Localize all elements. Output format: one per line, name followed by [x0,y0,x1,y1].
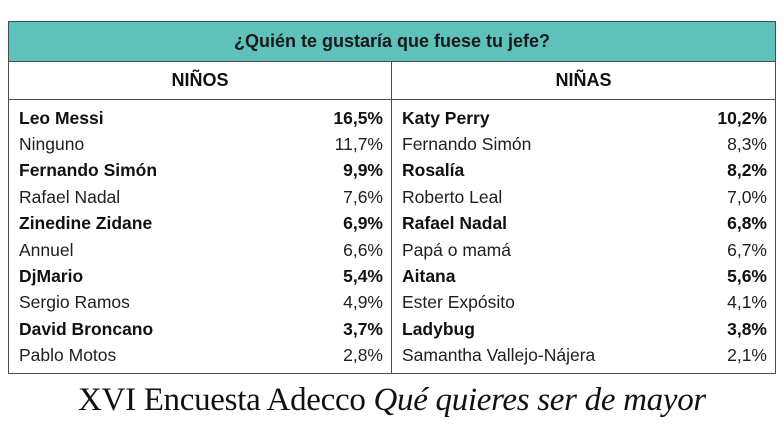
table-row: Leo Messi 16,5% [9,105,391,131]
table-row: Rafael Nadal 6,8% [392,211,775,237]
row-name: Ester Expósito [402,292,515,313]
row-name: Roberto Leal [402,186,503,207]
row-percentage: 5,4% [343,266,383,287]
row-name: Samantha Vallejo-Nájera [402,345,596,366]
row-name: Sergio Ramos [19,292,130,313]
row-name: Fernando Simón [402,134,532,155]
row-percentage: 2,8% [343,345,383,366]
row-percentage: 5,6% [727,266,767,287]
table-title: ¿Quién te gustaría que fuese tu jefe? [9,22,775,62]
row-percentage: 3,8% [727,318,767,339]
table-row: Aitana 5,6% [392,263,775,289]
row-percentage: 10,2% [717,107,767,128]
row-name: Ninguno [19,134,85,155]
row-name: Fernando Simón [19,160,158,181]
caption-regular: XVI Encuesta Adecco [78,382,374,418]
table-row: Ladybug 3,8% [392,316,775,342]
row-name: Katy Perry [402,107,490,128]
row-name: Leo Messi [19,107,104,128]
table-row: Pablo Motos 2,8% [9,343,391,369]
row-name: David Broncano [19,318,154,339]
row-percentage: 11,7% [334,134,383,155]
row-percentage: 8,2% [727,160,767,181]
row-name: Rosalía [402,160,465,181]
table-row: Ninguno 11,7% [9,131,391,157]
table-row: Zinedine Zidane 6,9% [9,211,391,237]
row-percentage: 4,9% [343,292,383,313]
row-percentage: 7,0% [727,186,767,207]
table-row: Fernando Simón 9,9% [9,158,391,184]
column-ninas: NIÑAS Katy Perry 10,2% Fernando Simón 8,3% R… [392,62,775,373]
table-row: Rafael Nadal 7,6% [9,184,391,210]
row-percentage: 6,9% [343,213,383,234]
row-percentage: 6,8% [727,213,767,234]
table-row: Katy Perry 10,2% [392,105,775,131]
table-row: DjMario 5,4% [9,263,391,289]
table-row: Roberto Leal 7,0% [392,184,775,210]
column-header-ninos: NIÑOS [9,62,391,100]
row-name: DjMario [19,266,84,287]
row-percentage: 6,7% [727,239,767,260]
table-row: Rosalía 8,2% [392,158,775,184]
table-row: Annuel 6,6% [9,237,391,263]
row-name: Papá o mamá [402,239,511,260]
table-row: Fernando Simón 8,3% [392,131,775,157]
row-percentage: 6,6% [343,239,383,260]
row-percentage: 16,5% [333,107,383,128]
table-row: David Broncano 3,7% [9,316,391,342]
row-name: Annuel [19,239,74,260]
row-percentage: 9,9% [343,160,383,181]
caption-italic: Qué quieres ser de mayor [373,382,706,418]
row-percentage: 2,1% [727,345,767,366]
table-row: Samantha Vallejo-Nájera 2,1% [392,343,775,369]
table-row: Ester Expósito 4,1% [392,290,775,316]
row-percentage: 3,7% [343,318,383,339]
column-header-ninas: NIÑAS [392,62,775,100]
table-row: Papá o mamá 6,7% [392,237,775,263]
row-percentage: 7,6% [343,186,383,207]
row-percentage: 4,1% [727,292,767,313]
row-name: Aitana [402,266,456,287]
row-name: Ladybug [402,318,475,339]
source-caption: XVI Encuesta Adecco Qué quieres ser de m… [0,382,784,419]
table-row: Sergio Ramos 4,9% [9,290,391,316]
survey-table: ¿Quién te gustaría que fuese tu jefe? NI… [8,21,776,374]
column-ninos: NIÑOS Leo Messi 16,5% Ninguno 11,7% Fernando… [9,62,392,373]
row-percentage: 8,3% [727,134,767,155]
row-name: Zinedine Zidane [19,213,153,234]
row-name: Pablo Motos [19,345,117,366]
row-name: Rafael Nadal [19,186,121,207]
row-name: Rafael Nadal [402,213,508,234]
